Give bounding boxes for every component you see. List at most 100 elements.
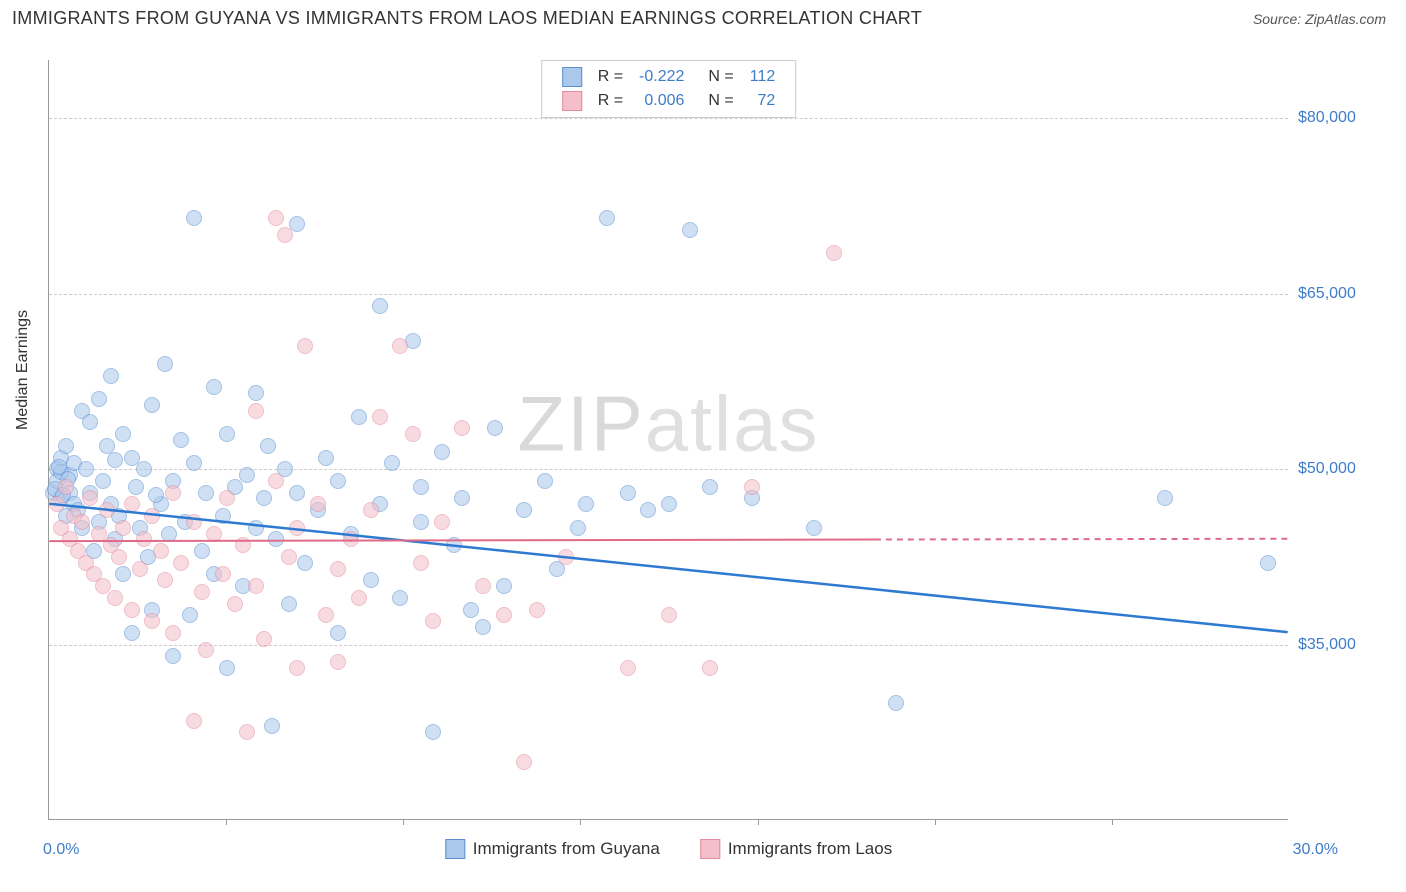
data-point — [496, 607, 512, 623]
data-point — [330, 625, 346, 641]
data-point — [144, 397, 160, 413]
chart-title: IMMIGRANTS FROM GUYANA VS IMMIGRANTS FRO… — [12, 8, 922, 29]
data-point — [182, 607, 198, 623]
data-point — [206, 379, 222, 395]
data-point — [537, 473, 553, 489]
data-point — [434, 444, 450, 460]
data-point — [78, 461, 94, 477]
regression-lines — [49, 60, 1288, 819]
data-point — [148, 487, 164, 503]
data-point — [413, 479, 429, 495]
data-point — [516, 754, 532, 770]
data-point — [289, 485, 305, 501]
data-point — [107, 452, 123, 468]
data-point — [198, 485, 214, 501]
data-point — [115, 426, 131, 442]
data-point — [215, 508, 231, 524]
data-point — [124, 496, 140, 512]
data-point — [516, 502, 532, 518]
data-point — [682, 222, 698, 238]
y-tick-label: $50,000 — [1298, 460, 1370, 478]
data-point — [268, 210, 284, 226]
data-point — [372, 298, 388, 314]
data-point — [392, 590, 408, 606]
data-point — [343, 531, 359, 547]
data-point — [144, 613, 160, 629]
data-point — [318, 607, 334, 623]
data-point — [239, 724, 255, 740]
data-point — [446, 537, 462, 553]
data-point — [260, 438, 276, 454]
data-point — [268, 531, 284, 547]
data-point — [107, 590, 123, 606]
data-point — [268, 473, 284, 489]
data-point — [578, 496, 594, 512]
data-point — [475, 578, 491, 594]
data-point — [115, 566, 131, 582]
data-point — [144, 508, 160, 524]
data-point — [405, 426, 421, 442]
data-point — [206, 526, 222, 542]
data-point — [153, 543, 169, 559]
x-tick — [935, 819, 936, 825]
data-point — [248, 385, 264, 401]
x-tick-label-min: 0.0% — [43, 841, 79, 859]
gridline — [49, 118, 1288, 119]
data-point — [363, 502, 379, 518]
data-point — [235, 537, 251, 553]
data-point — [165, 625, 181, 641]
data-point — [384, 455, 400, 471]
data-point — [297, 555, 313, 571]
data-point — [239, 467, 255, 483]
y-tick-label: $35,000 — [1298, 636, 1370, 654]
data-point — [475, 619, 491, 635]
data-point — [186, 210, 202, 226]
data-point — [425, 724, 441, 740]
data-point — [425, 613, 441, 629]
data-point — [256, 631, 272, 647]
legend-item: Immigrants from Laos — [700, 839, 892, 859]
data-point — [227, 596, 243, 612]
y-tick-label: $65,000 — [1298, 285, 1370, 303]
data-point — [248, 520, 264, 536]
data-point — [570, 520, 586, 536]
legend-series: Immigrants from GuyanaImmigrants from La… — [445, 839, 892, 859]
data-point — [58, 438, 74, 454]
data-point — [173, 555, 189, 571]
x-tick — [580, 819, 581, 825]
gridline — [49, 645, 1288, 646]
data-point — [330, 561, 346, 577]
data-point — [103, 368, 119, 384]
data-point — [661, 496, 677, 512]
legend-stat-row: R =0.006N =72 — [554, 89, 784, 113]
data-point — [363, 572, 379, 588]
data-point — [661, 607, 677, 623]
data-point — [463, 602, 479, 618]
data-point — [248, 578, 264, 594]
y-axis-label: Median Earnings — [14, 310, 32, 430]
data-point — [289, 660, 305, 676]
chart-area: ZIPatlas $35,000$50,000$65,000$80,000 R … — [48, 60, 1288, 820]
data-point — [392, 338, 408, 354]
data-point — [413, 555, 429, 571]
data-point — [281, 549, 297, 565]
data-point — [215, 566, 231, 582]
data-point — [277, 227, 293, 243]
watermark: ZIPatlas — [517, 379, 819, 470]
data-point — [454, 490, 470, 506]
data-point — [888, 695, 904, 711]
data-point — [264, 718, 280, 734]
gridline — [49, 469, 1288, 470]
data-point — [74, 514, 90, 530]
data-point — [702, 479, 718, 495]
data-point — [165, 648, 181, 664]
data-point — [91, 391, 107, 407]
data-point — [173, 432, 189, 448]
data-point — [744, 479, 760, 495]
gridline — [49, 294, 1288, 295]
data-point — [599, 210, 615, 226]
header: IMMIGRANTS FROM GUYANA VS IMMIGRANTS FRO… — [0, 0, 1406, 33]
data-point — [496, 578, 512, 594]
data-point — [82, 490, 98, 506]
data-point — [136, 531, 152, 547]
